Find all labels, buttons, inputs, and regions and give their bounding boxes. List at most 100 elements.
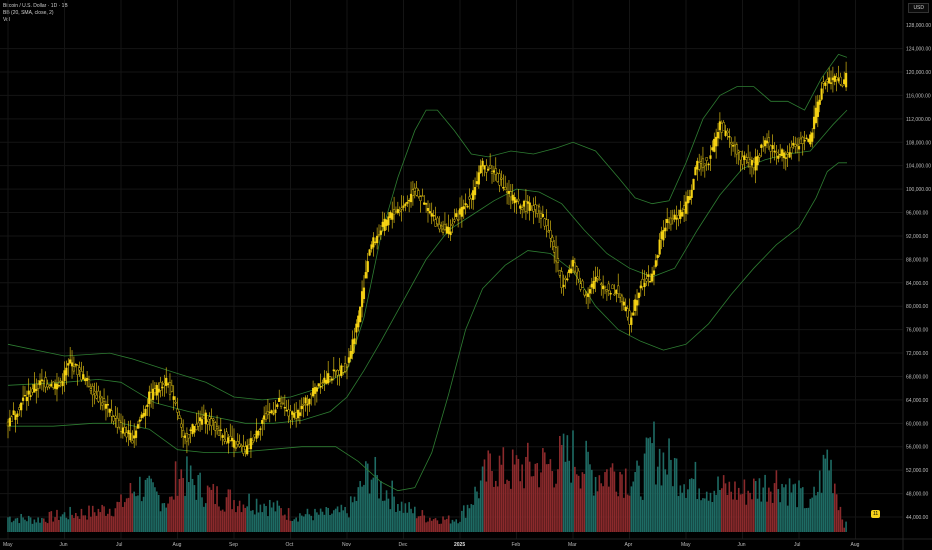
volume-bar xyxy=(16,517,19,532)
volume-bar xyxy=(46,523,49,532)
volume-bar xyxy=(41,517,43,532)
candle-body xyxy=(829,82,833,84)
volume-bar xyxy=(301,515,303,532)
volume-bar xyxy=(282,515,284,532)
volume-bar xyxy=(178,478,181,532)
candle-body xyxy=(304,397,307,404)
candle-body xyxy=(165,377,168,386)
candle-body xyxy=(699,161,703,164)
volume-bar xyxy=(502,447,505,532)
candle-body xyxy=(470,194,473,199)
candle-body xyxy=(138,419,141,422)
volume-bar xyxy=(238,500,241,532)
volume-bar xyxy=(423,515,426,532)
volume-bar xyxy=(327,507,329,532)
volume-bar xyxy=(472,504,474,532)
candle-body xyxy=(396,209,399,214)
candle-body xyxy=(522,200,526,207)
candle-body xyxy=(613,293,616,296)
candle-body xyxy=(116,418,119,428)
candle-body xyxy=(16,413,19,417)
candle-body xyxy=(436,217,439,225)
volume-bar xyxy=(90,516,92,532)
candle-body xyxy=(360,291,364,308)
legend-symbol[interactable]: Bitcoin / U.S. Dollar · 1D · 1B xyxy=(3,3,68,9)
candle-body xyxy=(844,72,848,88)
candle-body xyxy=(543,218,546,227)
candle-body xyxy=(255,430,258,439)
currency-label[interactable]: USD xyxy=(908,3,929,13)
candle-body xyxy=(733,144,737,147)
candle-body xyxy=(374,241,377,243)
candle-body xyxy=(453,219,456,222)
candle-body xyxy=(630,317,633,325)
candle-body xyxy=(170,385,173,392)
volume-bar xyxy=(536,463,539,532)
volume-bar xyxy=(20,513,22,532)
volume-bar xyxy=(383,500,386,532)
volume-bar xyxy=(139,476,141,532)
candle-body xyxy=(59,380,62,383)
candle-body xyxy=(40,379,43,381)
volume-bar xyxy=(521,464,523,532)
volume-bar xyxy=(59,516,62,532)
volume-bar xyxy=(393,496,395,532)
volume-bar xyxy=(120,494,122,532)
volume-bar xyxy=(715,494,717,532)
candle-body xyxy=(134,430,138,438)
volume-bar xyxy=(50,511,53,532)
volume-bar xyxy=(204,503,207,532)
volume-bar xyxy=(568,460,571,532)
volume-bar xyxy=(833,483,836,532)
candle-body xyxy=(38,380,42,386)
candle-body xyxy=(298,412,302,416)
candle-body xyxy=(782,152,786,158)
candle-body xyxy=(355,323,358,333)
volume-bar xyxy=(240,512,243,532)
volume-bar xyxy=(449,523,452,532)
candle-body xyxy=(413,187,416,192)
volume-bar xyxy=(31,523,34,532)
candle-body xyxy=(101,402,104,406)
legend-bollinger[interactable]: BB (20, SMA, close, 2) xyxy=(3,10,54,16)
candle-body xyxy=(35,388,38,391)
volume-bar xyxy=(110,515,113,532)
candle-body xyxy=(163,382,166,385)
candle-body xyxy=(200,419,204,425)
candle-body xyxy=(730,142,733,145)
volume-bar xyxy=(817,491,819,532)
volume-bar xyxy=(660,485,663,532)
candle-body xyxy=(123,427,126,434)
candle-body xyxy=(155,385,158,396)
candle-body xyxy=(131,440,134,444)
volume-bar xyxy=(645,437,648,532)
candle-body xyxy=(217,430,221,436)
candle-body xyxy=(291,411,294,415)
volume-bar xyxy=(679,485,682,532)
volume-bar xyxy=(210,489,213,532)
volume-bar xyxy=(722,475,725,532)
volume-bar xyxy=(483,459,486,532)
volume-bar xyxy=(508,480,510,532)
candle-body xyxy=(649,281,652,283)
candle-body xyxy=(114,415,117,419)
candle-body xyxy=(140,414,143,419)
candle-body xyxy=(741,156,744,165)
candle-body xyxy=(788,152,791,158)
candle-body xyxy=(662,229,665,241)
candle-body xyxy=(161,386,164,389)
volume-bar xyxy=(229,489,232,532)
volume-bar xyxy=(225,497,228,532)
legend-volume[interactable]: Vol xyxy=(3,17,10,23)
candle-body xyxy=(528,202,531,211)
y-tick-label: 128,000.00 xyxy=(906,23,931,29)
volume-bar xyxy=(7,517,9,532)
volume-bar xyxy=(487,450,490,532)
candle-body xyxy=(368,249,371,256)
candle-body xyxy=(52,381,55,388)
candle-body xyxy=(780,149,784,157)
y-tick-label: 80,000.00 xyxy=(906,304,928,310)
volume-bar xyxy=(385,490,388,532)
volume-bar xyxy=(206,485,209,532)
